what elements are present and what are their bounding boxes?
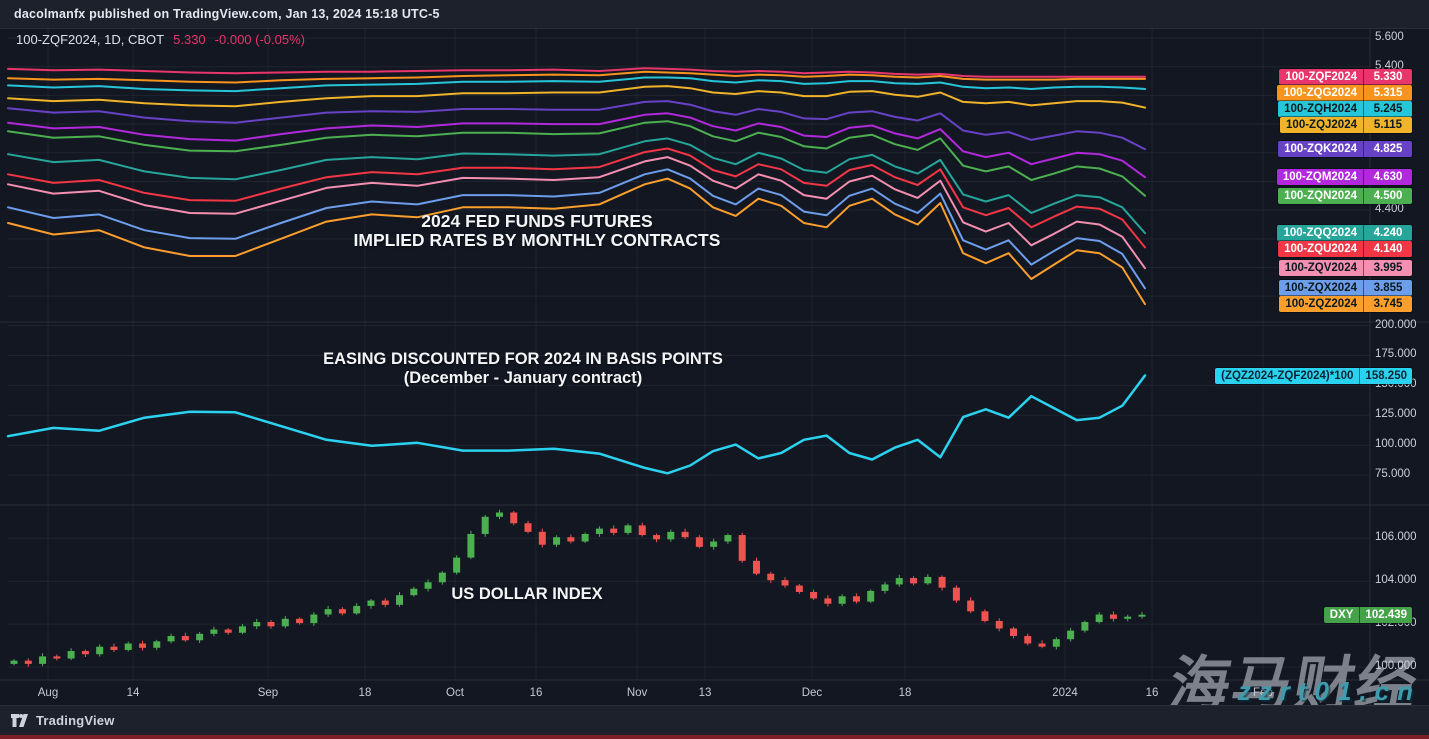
panel2-title: EASING DISCOUNTED FOR 2024 IN BASIS POIN… xyxy=(273,350,773,387)
symbol-legend: 100-ZQF2024, 1D, CBOT 5.330 -0.000 (-0.05%… xyxy=(16,32,305,47)
legend-symbol: 100-ZQF2024, 1D, CBOT xyxy=(16,32,165,47)
contract-price-badge-symbol: 100-ZQU2024 xyxy=(1284,243,1357,256)
panel2-title-line1: EASING DISCOUNTED FOR 2024 IN BASIS POIN… xyxy=(323,350,723,368)
time-scale[interactable] xyxy=(8,680,1370,705)
panel1-title-line2: IMPLIED RATES BY MONTHLY CONTRACTS xyxy=(353,230,721,250)
legend-price: 5.330 xyxy=(173,32,206,47)
contract-price-badge-symbol: 100-ZQN2024 xyxy=(1284,189,1357,202)
tradingview-brand[interactable]: TradingView xyxy=(36,713,115,728)
contract-price-badge-symbol: 100-ZQM2024 xyxy=(1282,171,1357,184)
contract-price-badge-symbol: 100-ZQV2024 xyxy=(1284,262,1357,275)
spread-price-badge-symbol: (ZQZ2024-ZQF2024)*100 xyxy=(1221,369,1354,382)
contract-price-badge-symbol: 100-ZQQ2024 xyxy=(1283,227,1357,240)
dxy-price-badge-symbol: DXY xyxy=(1329,608,1354,621)
tradingview-logo-icon[interactable] xyxy=(10,713,29,728)
panel2-title-line2: (December - January contract) xyxy=(403,368,643,387)
contract-price-badge-symbol: 100-ZQF2024 xyxy=(1285,70,1357,83)
publish-text: dacolmanfx published on TradingView.com,… xyxy=(14,7,440,21)
panel1-title: 2024 FED FUNDS FUTURES IMPLIED RATES BY … xyxy=(297,212,777,250)
bottom-strip xyxy=(0,735,1429,739)
panel3-title: US DOLLAR INDEX xyxy=(451,585,603,603)
panel1-title-line1: 2024 FED FUNDS FUTURES xyxy=(421,211,653,231)
publish-bar: dacolmanfx published on TradingView.com,… xyxy=(0,0,1429,29)
contract-price-badge-symbol: 100-ZQX2024 xyxy=(1284,282,1357,295)
contract-price-badge-symbol: 100-ZQZ2024 xyxy=(1285,298,1357,311)
watermark-url: zzrt01.cn xyxy=(1237,676,1421,706)
contract-price-badge-symbol: 100-ZQH2024 xyxy=(1284,102,1357,115)
contract-price-badge-symbol: 100-ZQJ2024 xyxy=(1286,118,1357,131)
price-scale[interactable] xyxy=(1370,28,1429,680)
contract-price-badge-symbol: 100-ZQK2024 xyxy=(1284,143,1357,156)
chart-area[interactable]: 100-ZQF2024, 1D, CBOT 5.330 -0.000 (-0.05%… xyxy=(0,28,1429,718)
contract-price-badge-symbol: 100-ZQG2024 xyxy=(1283,86,1357,99)
footer-bar: TradingView xyxy=(0,705,1429,735)
legend-change: -0.000 (-0.05%) xyxy=(214,32,305,47)
